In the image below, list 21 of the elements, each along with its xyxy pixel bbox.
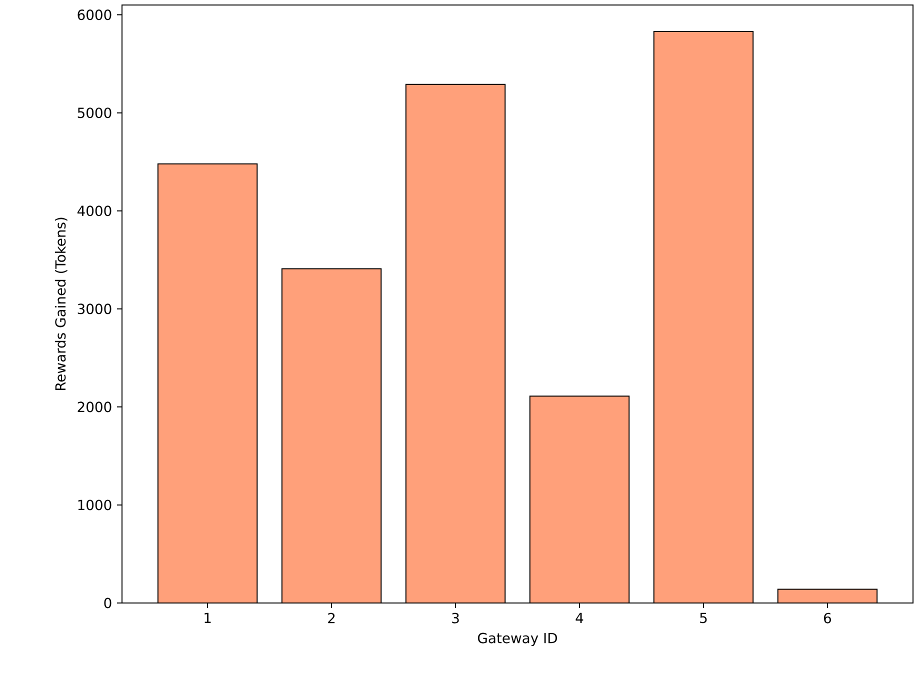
y-tick-label: 1000: [78, 500, 112, 510]
x-tick-label: 2: [328, 612, 335, 624]
y-tick-label: 3000: [78, 304, 112, 314]
y-tick-label: 5000: [78, 108, 112, 118]
bar: [282, 268, 382, 603]
y-tick-label: 4000: [77, 206, 112, 216]
x-tick-label: 4: [576, 612, 584, 623]
x-tick-label: 3: [452, 612, 459, 624]
x-axis-title: Gateway ID: [478, 632, 557, 646]
y-axis-title: Rewards Gained (Tokens): [54, 218, 68, 390]
y-tick-label: 2000: [78, 402, 112, 412]
x-tick-label: 1: [204, 612, 211, 623]
bar: [777, 588, 878, 603]
y-tick-label: 0: [104, 598, 112, 608]
bar: [158, 164, 258, 603]
x-tick-label: 6: [824, 612, 832, 624]
bar: [406, 84, 506, 603]
bar: [654, 31, 754, 603]
x-tick-label: 5: [700, 612, 707, 624]
y-tick-label: 6000: [78, 10, 112, 20]
bar: [530, 396, 630, 603]
